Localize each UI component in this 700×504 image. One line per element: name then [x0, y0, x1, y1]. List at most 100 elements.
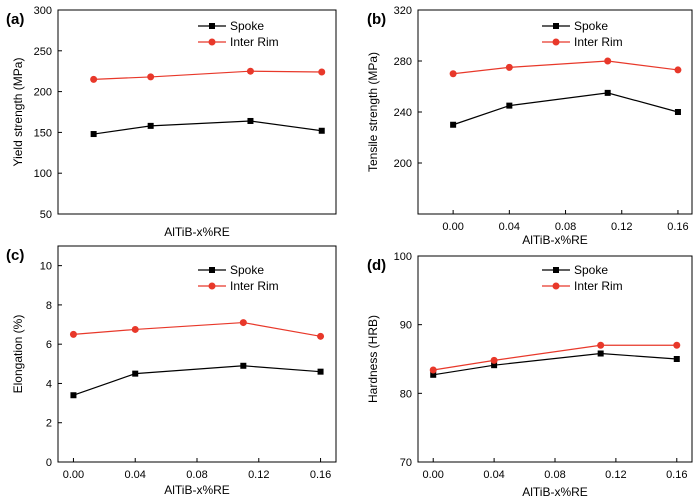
x-axis-label: AlTiB-x%RE — [522, 233, 588, 247]
x-axis-label: AlTiB-x%RE — [164, 483, 230, 497]
y-tick-label: 150 — [34, 127, 52, 139]
chart-panel: (c) 0 2 4 6 8 10 0.00 0.04 0.08 0.12 0.16 AlTiB-x%RE… — [6, 245, 337, 497]
data-point-inter-rim — [239, 319, 247, 327]
y-axis-label: Elongation (%) — [11, 315, 25, 394]
y-tick-label: 0 — [46, 457, 52, 469]
data-point-spoke — [147, 122, 154, 129]
data-point-inter-rim — [449, 70, 457, 78]
x-tick-label: 0.00 — [63, 469, 84, 481]
x-tick-label: 0.04 — [499, 221, 520, 233]
legend-label-spoke: Spoke — [230, 263, 264, 277]
data-point-inter-rim — [673, 341, 681, 349]
x-tick-label: 0.08 — [544, 469, 565, 481]
y-tick-label: 280 — [394, 56, 412, 68]
data-point-inter-rim — [674, 66, 682, 74]
legend-label-inter-rim: Inter Rim — [574, 279, 623, 293]
data-point-spoke — [240, 362, 247, 369]
legend-marker-spoke — [553, 267, 559, 273]
x-axis-label: AlTiB-x%RE — [164, 225, 230, 239]
y-tick-label: 100 — [34, 168, 52, 180]
x-tick-label: 0.12 — [605, 469, 626, 481]
y-axis-label: Yield strength (MPa) — [11, 58, 25, 167]
data-point-spoke — [317, 368, 324, 375]
data-point-spoke — [450, 121, 457, 128]
x-tick-label: 0.08 — [186, 469, 207, 481]
chart-panel: (d) 70 80 90 100 0.00 0.04 0.08 0.12 0.16 AlTiB-x%… — [366, 251, 693, 499]
data-point-spoke — [247, 117, 254, 124]
x-axis-label: AlTiB-x%RE — [522, 485, 588, 499]
legend-label-spoke: Spoke — [574, 19, 608, 33]
data-point-spoke — [506, 102, 513, 109]
data-point-inter-rim — [131, 325, 139, 333]
y-tick-label: 90 — [400, 320, 412, 332]
data-point-inter-rim — [147, 73, 155, 81]
legend-marker-spoke — [209, 267, 215, 273]
legend-marker-inter-rim — [552, 282, 560, 290]
y-tick-label: 80 — [400, 388, 412, 400]
legend-label-inter-rim: Inter Rim — [574, 35, 623, 49]
y-axis-label: Tensile strength (MPa) — [366, 52, 380, 172]
series-line-spoke — [73, 365, 321, 396]
data-point-inter-rim — [490, 356, 498, 364]
y-tick-label: 240 — [394, 107, 412, 119]
y-tick-label: 2 — [46, 418, 52, 430]
data-point-spoke — [604, 89, 611, 96]
panel-label: (a) — [6, 11, 24, 28]
legend-marker-inter-rim — [552, 38, 560, 46]
plot-frame — [57, 245, 337, 463]
data-point-spoke — [674, 109, 681, 115]
data-point-spoke — [491, 362, 498, 369]
y-tick-label: 10 — [40, 261, 52, 273]
panel-label: (c) — [6, 247, 24, 264]
data-point-inter-rim — [69, 330, 77, 338]
x-tick-label: 0.16 — [310, 469, 331, 481]
x-tick-label: 0.12 — [248, 469, 269, 481]
y-tick-label: 4 — [46, 378, 52, 390]
series-line-spoke — [452, 92, 679, 126]
y-tick-label: 8 — [46, 300, 52, 312]
data-point-inter-rim — [317, 332, 325, 340]
legend-label-inter-rim: Inter Rim — [230, 35, 279, 49]
y-axis-label: Hardness (HRB) — [366, 315, 380, 403]
data-point-spoke — [597, 350, 604, 357]
x-tick-label: 0.00 — [423, 469, 444, 481]
data-point-inter-rim — [246, 67, 254, 75]
data-point-inter-rim — [90, 75, 98, 83]
data-point-inter-rim — [604, 57, 612, 65]
series-line-inter-rim — [453, 60, 679, 75]
y-tick-label: 200 — [394, 158, 412, 170]
y-tick-label: 250 — [34, 46, 52, 58]
x-tick-label: 0.16 — [666, 469, 687, 481]
legend-marker-inter-rim — [208, 38, 216, 46]
y-tick-label: 100 — [394, 251, 412, 263]
legend-label-spoke: Spoke — [574, 263, 608, 277]
plot-frame — [57, 9, 337, 215]
data-point-spoke — [132, 370, 139, 377]
y-tick-label: 70 — [400, 457, 412, 469]
panel-label: (b) — [367, 11, 386, 28]
legend-label-inter-rim: Inter Rim — [230, 279, 279, 293]
data-point-spoke — [70, 392, 77, 399]
data-point-spoke — [318, 127, 325, 134]
data-point-inter-rim — [505, 63, 513, 71]
data-point-inter-rim — [429, 366, 437, 374]
x-tick-label: 0.04 — [125, 469, 146, 481]
x-tick-label: 0.16 — [667, 221, 688, 233]
y-tick-label: 200 — [34, 87, 52, 99]
series-line-inter-rim — [73, 321, 321, 337]
data-point-inter-rim — [597, 341, 605, 349]
panel-label: (d) — [367, 257, 386, 274]
x-tick-label: 0.12 — [611, 221, 632, 233]
series-line-spoke — [93, 120, 322, 135]
y-tick-label: 300 — [34, 5, 52, 17]
data-point-spoke — [90, 131, 97, 138]
y-tick-label: 320 — [394, 5, 412, 17]
x-tick-label: 0.00 — [442, 221, 463, 233]
x-tick-label: 0.08 — [555, 221, 576, 233]
series-line-inter-rim — [93, 70, 322, 80]
y-tick-label: 6 — [46, 339, 52, 351]
data-point-spoke — [430, 371, 437, 378]
legend-marker-inter-rim — [208, 282, 216, 290]
series-line-inter-rim — [433, 344, 677, 371]
